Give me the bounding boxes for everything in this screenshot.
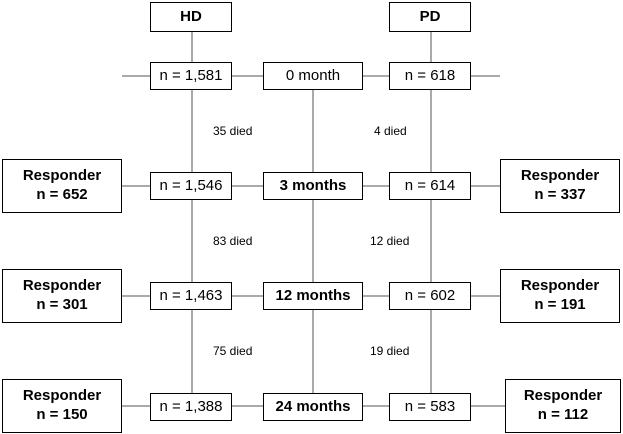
pd-responder-24: Responder n = 112 <box>505 379 621 433</box>
pd-responder-3: Responder n = 337 <box>500 159 620 213</box>
pd-count-24: n = 583 <box>389 393 471 421</box>
hd-count-3-text: n = 1,546 <box>159 176 223 194</box>
hd-responder-12-n: n = 301 <box>36 296 88 313</box>
hd-count-0: n = 1,581 <box>150 62 232 90</box>
hd-count-12-text: n = 1,463 <box>159 286 223 304</box>
pd-count-12: n = 602 <box>389 282 471 310</box>
pd-responder-12-n: n = 191 <box>534 296 586 313</box>
hd-responder-3-label: Responder <box>22 167 102 185</box>
pd-responder-12: Responder n = 191 <box>500 269 620 323</box>
hd-count-3: n = 1,546 <box>150 172 232 200</box>
hd-responder-24-n: n = 150 <box>36 406 88 423</box>
pd-header-label: PD <box>419 7 441 25</box>
hd-responder-24: Responder n = 150 <box>2 379 122 433</box>
timepoint-3: 3 months <box>263 172 363 200</box>
pd-count-24-text: n = 583 <box>404 397 456 415</box>
pd-count-3-text: n = 614 <box>404 176 456 194</box>
hd-responder-12-label: Responder <box>22 277 102 295</box>
timepoint-12: 12 months <box>263 282 363 310</box>
pd-count-0-text: n = 618 <box>404 66 456 84</box>
pd-died-1: 4 died <box>372 124 409 138</box>
hd-responder-3: Responder n = 652 <box>2 159 122 213</box>
pd-died-2: 12 died <box>368 234 412 248</box>
pd-header: PD <box>389 2 471 32</box>
pd-responder-12-label: Responder <box>520 277 600 295</box>
hd-count-24: n = 1,388 <box>150 393 232 421</box>
pd-responder-24-label: Responder <box>523 387 603 405</box>
hd-responder-24-label: Responder <box>22 387 102 405</box>
timepoint-3-text: 3 months <box>279 176 347 194</box>
hd-died-3: 75 died <box>211 344 255 358</box>
timepoint-24: 24 months <box>263 393 363 421</box>
pd-responder-3-n: n = 337 <box>534 186 586 203</box>
hd-count-0-text: n = 1,581 <box>159 66 223 84</box>
timepoint-12-text: 12 months <box>275 286 351 304</box>
hd-died-1: 35 died <box>211 124 255 138</box>
hd-count-12: n = 1,463 <box>150 282 232 310</box>
pd-count-3: n = 614 <box>389 172 471 200</box>
pd-count-12-text: n = 602 <box>404 286 456 304</box>
pd-died-3: 19 died <box>368 344 412 358</box>
pd-responder-3-label: Responder <box>520 167 600 185</box>
pd-count-0: n = 618 <box>389 62 471 90</box>
hd-header: HD <box>150 2 232 32</box>
hd-responder-3-n: n = 652 <box>36 186 88 203</box>
hd-died-2: 83 died <box>211 234 255 248</box>
hd-responder-12: Responder n = 301 <box>2 269 122 323</box>
timepoint-24-text: 24 months <box>275 397 351 415</box>
hd-header-label: HD <box>180 7 202 25</box>
hd-count-24-text: n = 1,388 <box>159 397 223 415</box>
timepoint-0-text: 0 month <box>285 66 341 84</box>
timepoint-0: 0 month <box>263 62 363 90</box>
pd-responder-24-n: n = 112 <box>537 406 589 423</box>
